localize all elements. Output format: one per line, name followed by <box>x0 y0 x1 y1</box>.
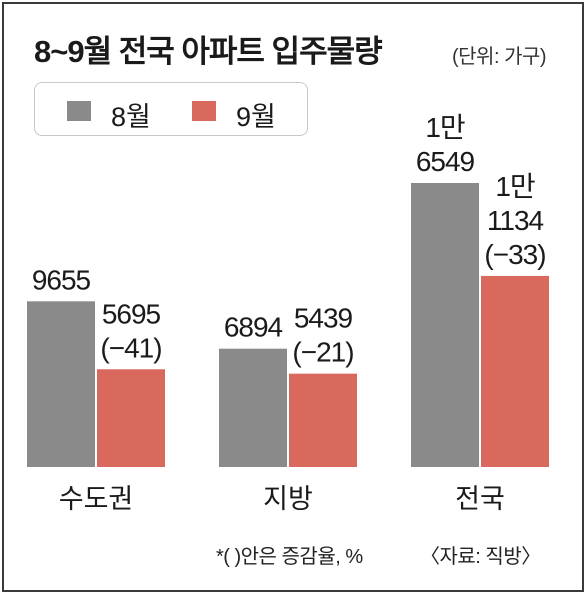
chart-title: 8~9월 전국 아파트 입주물량 <box>34 34 383 69</box>
legend-label-aug: 8월 <box>111 102 151 132</box>
data-label-sudogwon-aug-0: 9655 <box>32 264 91 295</box>
data-label-jeonguk-aug-0: 1만 <box>425 112 465 143</box>
bar-jibang-sep <box>289 373 357 467</box>
data-label-jeonguk-sep-2: (−33) <box>484 239 545 270</box>
bar-sudogwon-aug <box>27 301 95 467</box>
legend-swatch-sep <box>192 101 216 121</box>
legend-swatch-aug <box>67 101 91 121</box>
bar-sudogwon-sep <box>97 369 165 467</box>
category-label-jeonguk: 전국 <box>455 484 505 514</box>
legend: 8월 9월 <box>34 82 308 136</box>
category-label-jibang: 지방 <box>263 484 313 514</box>
data-label-jeonguk-sep-0: 1만 <box>495 171 535 202</box>
data-label-jibang-aug-0: 6894 <box>224 312 283 343</box>
footnote: *( )안은 증감율, % <box>216 546 363 568</box>
data-label-jeonguk-aug-1: 6549 <box>416 146 475 177</box>
data-label-jibang-sep-0: 5439 <box>294 303 353 334</box>
data-label-sudogwon-sep-1: (−41) <box>100 332 161 363</box>
legend-label-sep: 9월 <box>236 102 276 132</box>
unit-label: (단위: 가구) <box>452 46 547 68</box>
source-label: 〈자료: 직방〉 <box>420 546 541 568</box>
category-label-sudogwon: 수도권 <box>59 484 134 514</box>
data-label-jibang-sep-1: (−21) <box>292 337 353 368</box>
bar-jibang-aug <box>219 348 287 467</box>
bar-jeonguk-aug <box>411 183 479 467</box>
data-label-sudogwon-sep-0: 5695 <box>102 298 161 329</box>
bar-jeonguk-sep <box>481 275 549 467</box>
data-label-jeonguk-sep-1: 1134 <box>487 205 544 236</box>
